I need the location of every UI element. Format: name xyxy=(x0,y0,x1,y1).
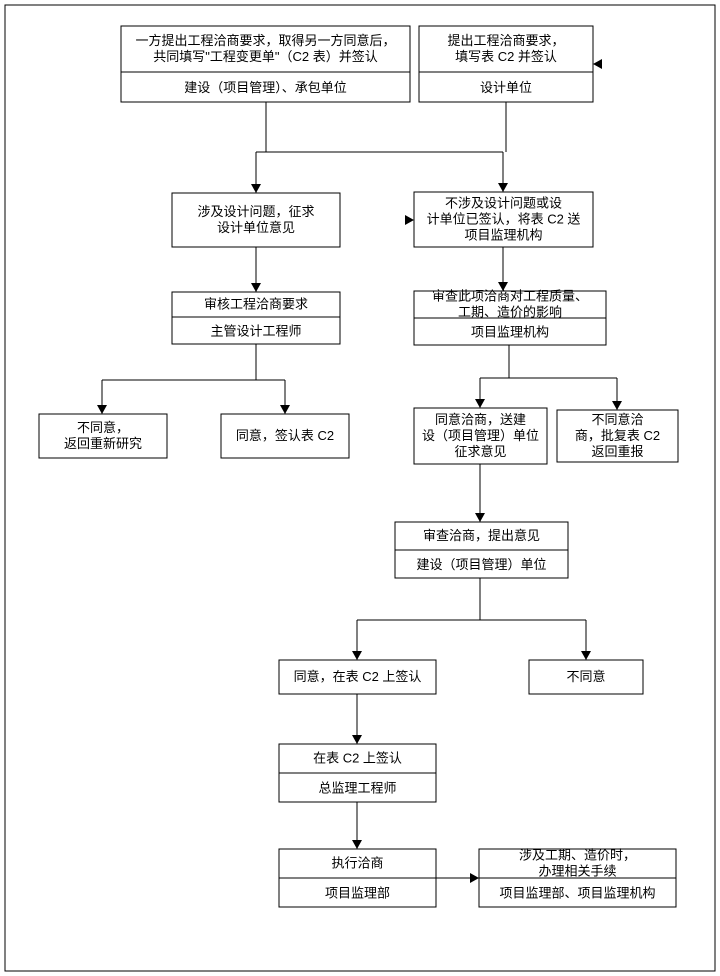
node-N: 在表 C2 上签认总监理工程师 xyxy=(279,744,436,802)
node-F-owner: 项目监理机构 xyxy=(471,325,549,340)
node-A-owner: 建设（项目管理）、承包单位 xyxy=(184,80,347,95)
node-G-line1: 返回重新研究 xyxy=(64,436,142,451)
node-I-line0: 同意洽商，送建 xyxy=(435,412,526,427)
node-P-line1: 办理相关手续 xyxy=(538,864,616,879)
node-O: 执行洽商项目监理部 xyxy=(279,849,436,907)
node-B-line0: 提出工程洽商要求， xyxy=(447,33,564,48)
node-K-owner: 建设（项目管理）单位 xyxy=(416,557,546,572)
node-P-line0: 涉及工期、造价时， xyxy=(519,848,636,863)
node-D-line2: 项目监理机构 xyxy=(464,228,542,243)
node-N-owner: 总监理工程师 xyxy=(318,781,396,796)
node-K-line0: 审查洽商，提出意见 xyxy=(423,528,540,543)
node-L-line0: 同意，在表 C2 上签认 xyxy=(294,669,422,684)
node-B-line1: 填写表 C2 并签认 xyxy=(455,49,557,64)
node-D-line1: 计单位已签认，将表 C2 送 xyxy=(427,212,581,227)
node-G-line0: 不同意， xyxy=(77,420,129,435)
node-B-owner: 设计单位 xyxy=(480,80,532,95)
node-M-line0: 不同意 xyxy=(566,669,605,684)
node-I: 同意洽商，送建设（项目管理）单位征求意见 xyxy=(414,408,547,464)
node-J: 不同意洽商，批复表 C2返回重报 xyxy=(557,410,678,462)
node-P-owner: 项目监理部、项目监理机构 xyxy=(499,886,655,901)
node-F-line1: 工期、造价的影响 xyxy=(458,305,562,320)
node-J-line2: 返回重报 xyxy=(591,444,643,459)
node-F-line0: 审查此项洽商对工程质量、 xyxy=(432,289,588,304)
node-B: 提出工程洽商要求，填写表 C2 并签认设计单位 xyxy=(419,26,593,102)
node-M: 不同意 xyxy=(529,660,643,694)
node-P: 涉及工期、造价时，办理相关手续项目监理部、项目监理机构 xyxy=(479,848,676,908)
node-A: 一方提出工程洽商要求，取得另一方同意后，共同填写"工程变更单"（C2 表）并签认… xyxy=(121,26,410,102)
node-H-line0: 同意，签认表 C2 xyxy=(236,428,334,443)
node-K: 审查洽商，提出意见建设（项目管理）单位 xyxy=(395,522,568,578)
node-E-line0: 审核工程洽商要求 xyxy=(204,297,308,312)
node-J-line0: 不同意洽 xyxy=(591,412,643,427)
node-C-line1: 设计单位意见 xyxy=(217,220,295,235)
node-N-line0: 在表 C2 上签认 xyxy=(313,751,402,766)
node-I-line2: 征求意见 xyxy=(454,444,506,459)
node-A-line0: 一方提出工程洽商要求，取得另一方同意后， xyxy=(135,33,395,48)
node-D: 不涉及设计问题或设计单位已签认，将表 C2 送项目监理机构 xyxy=(414,192,593,247)
node-G: 不同意，返回重新研究 xyxy=(39,414,167,458)
node-H: 同意，签认表 C2 xyxy=(221,414,349,458)
node-C: 涉及设计问题，征求设计单位意见 xyxy=(172,193,340,247)
node-D-line0: 不涉及设计问题或设 xyxy=(445,196,562,211)
node-A-line1: 共同填写"工程变更单"（C2 表）并签认 xyxy=(153,49,377,64)
node-O-line0: 执行洽商 xyxy=(331,856,383,871)
node-I-line1: 设（项目管理）单位 xyxy=(422,428,539,443)
node-F: 审查此项洽商对工程质量、工期、造价的影响项目监理机构 xyxy=(414,289,606,346)
node-O-owner: 项目监理部 xyxy=(325,886,390,901)
node-C-line0: 涉及设计问题，征求 xyxy=(197,204,314,219)
node-L: 同意，在表 C2 上签认 xyxy=(279,660,436,694)
node-E: 审核工程洽商要求主管设计工程师 xyxy=(172,292,340,344)
node-J-line1: 商，批复表 C2 xyxy=(575,428,660,443)
node-E-owner: 主管设计工程师 xyxy=(210,324,301,339)
